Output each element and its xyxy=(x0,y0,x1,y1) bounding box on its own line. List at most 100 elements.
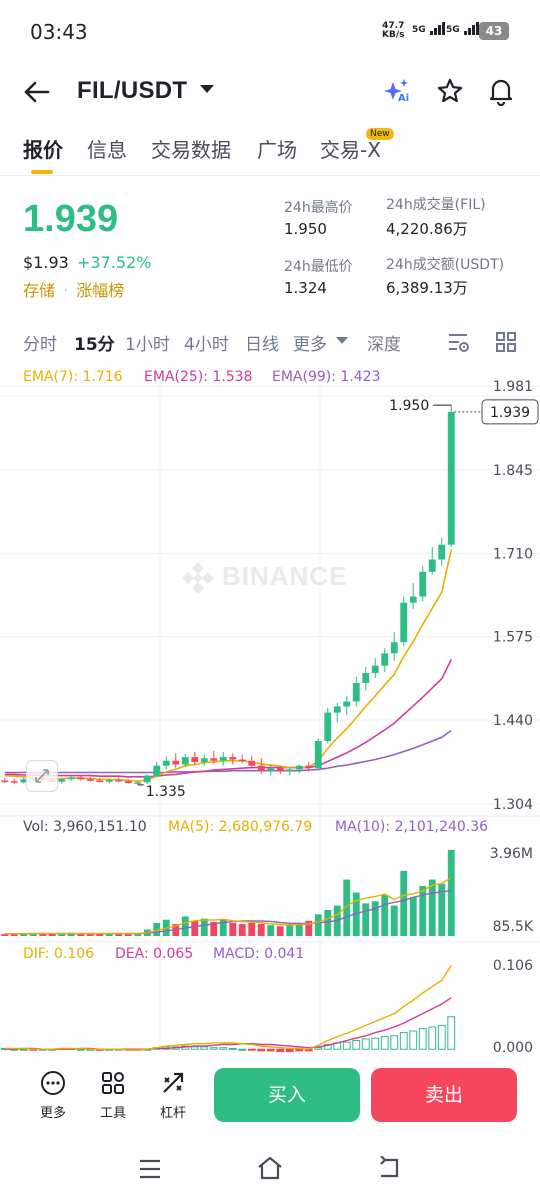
candle-body xyxy=(67,777,75,780)
network-speed-unit: KB/s xyxy=(382,30,405,40)
candle-body xyxy=(172,760,180,765)
network-speed: 47.7 KB/s xyxy=(382,22,404,40)
price-axis-label: 1.440 xyxy=(493,713,533,729)
system-nav-bar xyxy=(0,1140,540,1200)
vol-quote-value: 6,389.13万 xyxy=(386,279,468,297)
macd-bar xyxy=(352,1040,361,1050)
grid-layout-icon[interactable] xyxy=(494,330,518,358)
price-axis-label: 1.304 xyxy=(493,797,533,813)
last-price-tag-label: 1.939 xyxy=(490,405,530,421)
more-label[interactable]: 更多 xyxy=(39,1106,66,1121)
volume-bar xyxy=(191,920,199,936)
interval-15m[interactable]: 15分 xyxy=(74,335,115,355)
ema7-legend: EMA(7): 1.716 xyxy=(23,369,123,385)
interval-4h[interactable]: 4小时 xyxy=(184,335,229,355)
tab-trading-data[interactable]: 交易数据 xyxy=(151,138,231,162)
volume-bar xyxy=(352,892,360,936)
macd-bar xyxy=(200,1046,209,1050)
bell-icon[interactable] xyxy=(487,76,515,110)
candle-body xyxy=(362,673,370,683)
macd-bar xyxy=(390,1035,399,1050)
leverage-label[interactable]: 杠杆 xyxy=(159,1106,186,1121)
volume-bar xyxy=(276,926,284,936)
tab-quote[interactable]: 报价 xyxy=(23,138,63,162)
macd-bar xyxy=(76,1048,85,1051)
volume-bar xyxy=(419,886,427,936)
ema25-legend: EMA(25): 1.538 xyxy=(144,369,253,385)
arrow-left-icon[interactable] xyxy=(22,78,52,111)
macd-bar xyxy=(266,1048,275,1052)
macd-bar xyxy=(19,1048,28,1051)
leverage-icon[interactable] xyxy=(153,1070,193,1102)
chart-settings-icon[interactable] xyxy=(446,330,470,358)
candle-body xyxy=(219,757,227,761)
volume-bar xyxy=(29,932,37,936)
candle-body xyxy=(333,706,341,713)
ma5-legend: MA(5): 2,680,976.79 xyxy=(168,819,313,835)
tools-label[interactable]: 工具 xyxy=(99,1106,126,1121)
ema25-name: EMA(25) xyxy=(144,369,204,385)
macd-axis-label: 0.106 xyxy=(493,958,533,974)
ai-label: Ai xyxy=(398,93,410,104)
macd-bar xyxy=(371,1037,380,1050)
volume-bar xyxy=(343,879,351,936)
price-axis-label: 1.710 xyxy=(493,546,533,562)
interval-more[interactable]: 更多 xyxy=(293,335,327,355)
battery-icon: 43 xyxy=(479,22,509,40)
vol-quote-label: 24h成交额(USDT) xyxy=(386,257,505,273)
more-caret-icon xyxy=(336,337,348,344)
macd-legend: MACD: 0.041 xyxy=(213,946,305,962)
dea-legend: DEA: 0.065 xyxy=(115,946,194,962)
pair-title[interactable]: FIL/USDT xyxy=(77,77,188,104)
volume-bar xyxy=(105,934,113,936)
last-price: 1.939 xyxy=(23,198,119,240)
dif-line xyxy=(4,964,452,1051)
ma10-value: 2,101,240.36 xyxy=(394,819,489,835)
candle-body xyxy=(409,596,417,603)
tab-info[interactable]: 信息 xyxy=(87,138,127,162)
candle-body xyxy=(58,779,66,782)
interval-depth[interactable]: 深度 xyxy=(367,335,401,355)
volume-bar xyxy=(39,933,47,936)
interval-line[interactable]: 分时 xyxy=(23,335,57,355)
buy-button[interactable]: 买入 xyxy=(214,1068,360,1122)
price-axis-label: 1.981 xyxy=(493,379,533,395)
tools-grid-icon[interactable] xyxy=(93,1070,133,1102)
home-icon[interactable] xyxy=(256,1155,284,1185)
chart-grid xyxy=(0,385,540,1052)
volume-bar xyxy=(77,933,85,936)
earn-link[interactable]: 存储 xyxy=(23,281,56,300)
expand-icon[interactable] xyxy=(26,760,58,792)
macd-bar xyxy=(314,1047,323,1050)
interval-1d[interactable]: 日线 xyxy=(245,335,279,355)
candle-body xyxy=(1,780,9,783)
interval-1h[interactable]: 1小时 xyxy=(125,335,170,355)
ema7-name: EMA(7) xyxy=(23,369,74,385)
macd-bar xyxy=(285,1048,294,1053)
candle-body xyxy=(153,765,161,776)
sell-button[interactable]: 卖出 xyxy=(371,1068,517,1122)
gainers-link[interactable]: 涨幅榜 xyxy=(76,281,125,300)
volume-bar xyxy=(238,924,246,936)
tab-square[interactable]: 广场 xyxy=(257,138,297,162)
chevron-down-icon[interactable] xyxy=(200,85,214,93)
high-marker-label: 1.950 xyxy=(389,398,429,414)
dea-name: DEA xyxy=(115,946,144,962)
interval-bar: 分时 15分 1小时 4小时 日线 更多 深度 xyxy=(0,328,540,364)
vol-base-label: 24h成交量(FIL) xyxy=(386,197,486,213)
macd-bar xyxy=(238,1048,247,1051)
candle-body xyxy=(438,544,446,560)
star-outline-icon[interactable] xyxy=(436,77,464,109)
volume-axis-label: 85.5K xyxy=(493,919,534,935)
bottom-action-bar: 更多 工具 杠杆 买入 卖出 xyxy=(0,1060,540,1130)
ai-sparkle-icon[interactable]: Ai xyxy=(382,76,414,108)
kline-chart[interactable]: BINANCE 1.950 1.335 1.939 1.981 1.845 1.710 1.… xyxy=(0,364,540,1056)
back-icon[interactable] xyxy=(377,1155,403,1184)
tab-trade-x[interactable]: 交易-X xyxy=(320,138,381,162)
network-speed-value: 47.7 xyxy=(382,21,405,31)
menu-icon[interactable] xyxy=(138,1158,162,1184)
more-dots-icon[interactable] xyxy=(33,1070,73,1102)
ema25-value: 1.538 xyxy=(212,369,253,385)
kline-chart-svg[interactable]: BINANCE 1.950 1.335 1.939 1.981 1.845 1.710 1.… xyxy=(0,364,540,1056)
candle-body xyxy=(210,758,218,761)
